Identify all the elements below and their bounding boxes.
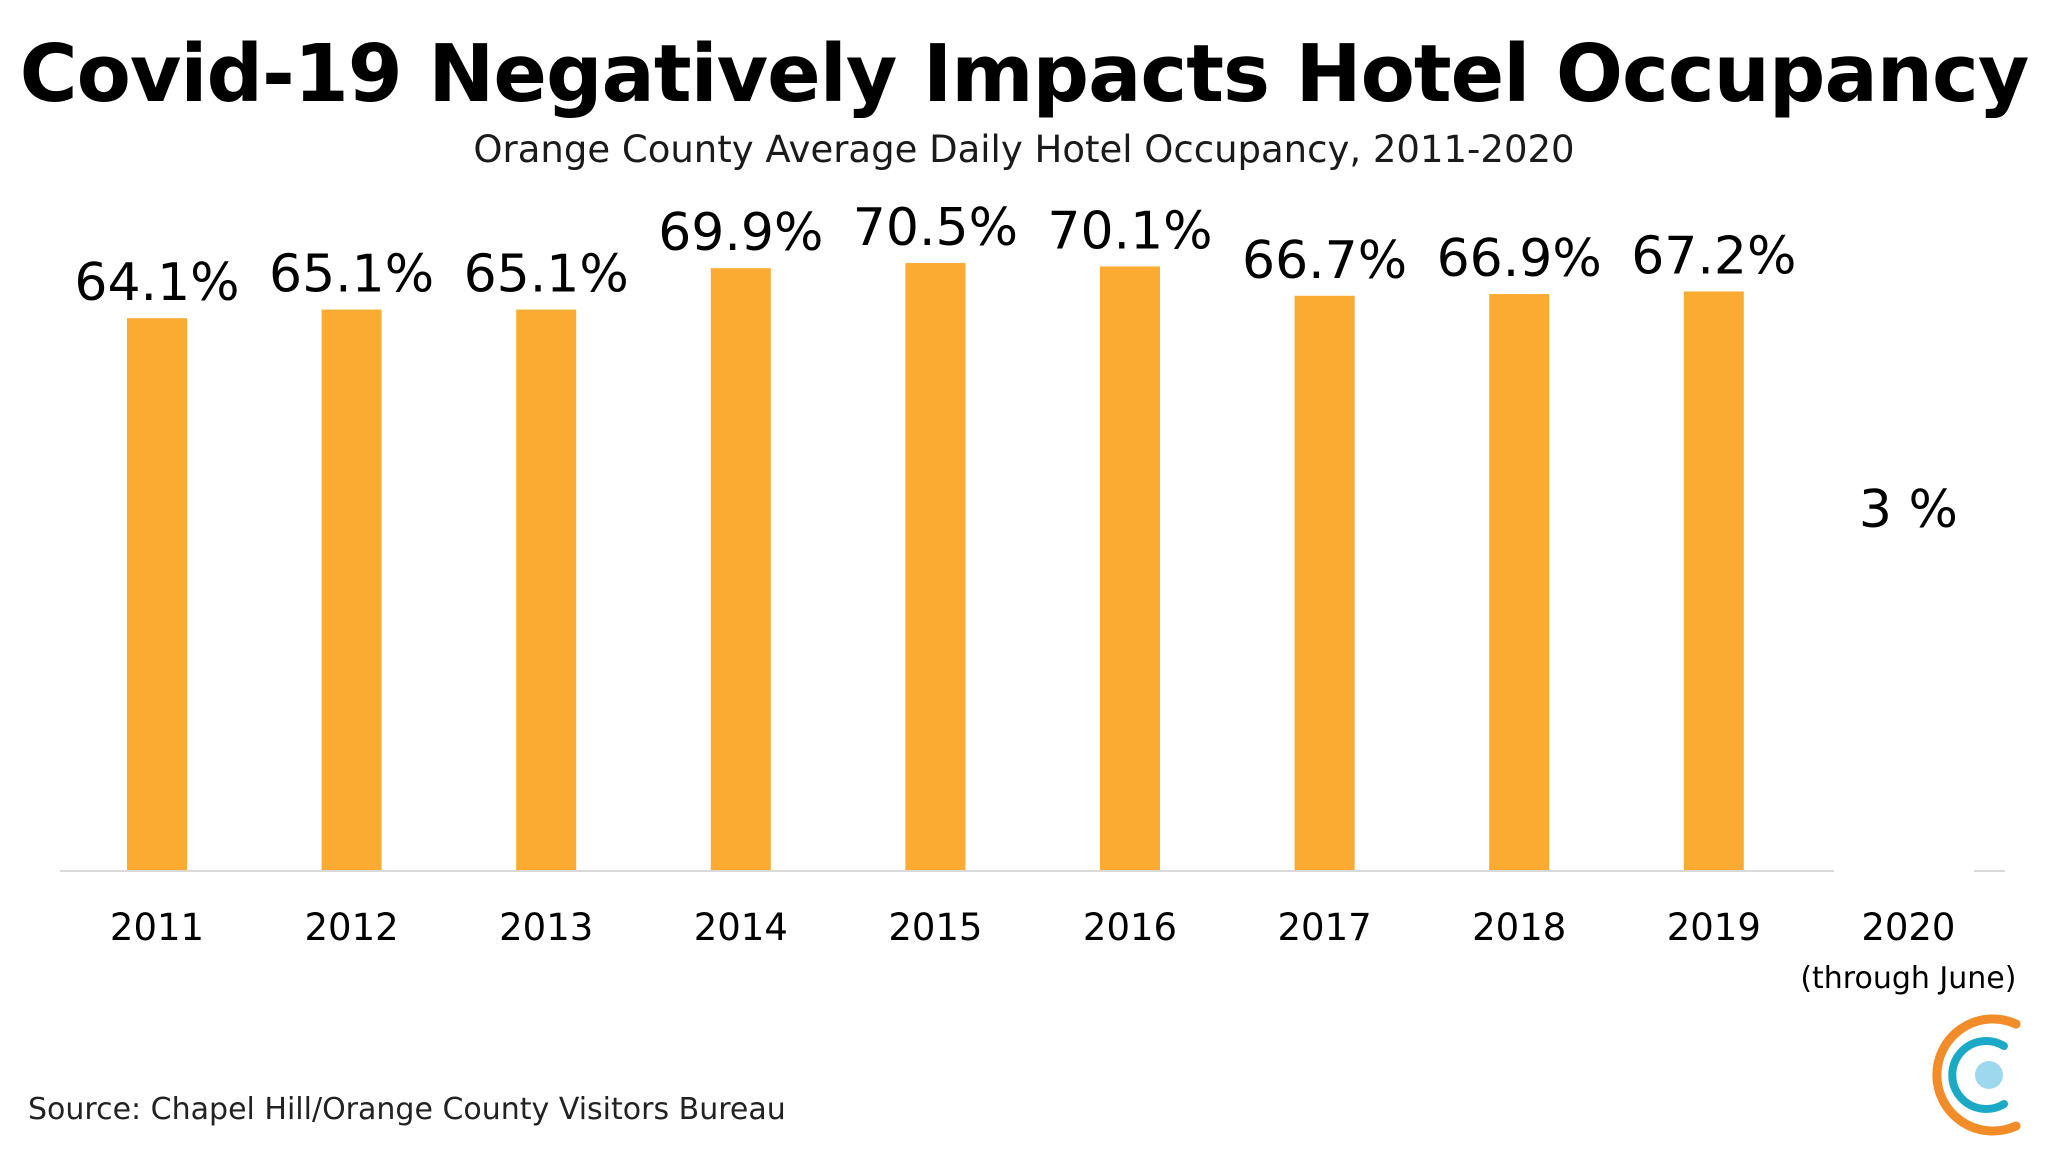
bar-2019 bbox=[1683, 291, 1744, 871]
x-tick-label-2019: 2019 bbox=[1667, 906, 1761, 949]
bar-2016 bbox=[1100, 266, 1160, 871]
data-label-2015: 70.5% bbox=[853, 198, 1018, 258]
data-label-2013: 65.1% bbox=[464, 245, 629, 305]
bar-2017 bbox=[1294, 295, 1355, 872]
bar-2011 bbox=[127, 318, 187, 871]
labels-layer: 64.1% 2011 65.1% 2012 65.1% 2013 69.9% 2014 70.5… bbox=[74, 198, 2016, 996]
chart-title: Covid-19 Negatively Impacts Hotel Occupa… bbox=[19, 28, 2030, 120]
occluding-panel bbox=[1834, 470, 1974, 882]
community-c-logo-icon bbox=[1932, 1014, 2021, 1136]
bar-2015 bbox=[905, 263, 966, 871]
x-tick-label-2014: 2014 bbox=[694, 906, 788, 949]
source-note: Source: Chapel Hill/Orange County Visito… bbox=[28, 1092, 786, 1127]
x-tick-label-2011: 2011 bbox=[110, 906, 204, 949]
data-label-2018: 66.9% bbox=[1437, 229, 1602, 289]
data-label-2019: 67.2% bbox=[1631, 226, 1796, 286]
x-tick-label-2020: 2020 bbox=[1861, 906, 1955, 949]
data-label-2012: 65.1% bbox=[269, 245, 434, 305]
x-tick-note-2020: (through June) bbox=[1800, 961, 2016, 996]
data-label-2014: 69.9% bbox=[658, 203, 823, 263]
data-label-2016: 70.1% bbox=[1047, 201, 1212, 261]
bar-2018 bbox=[1489, 294, 1550, 871]
data-label-2020: 3 % bbox=[1859, 480, 1958, 540]
bar-2013 bbox=[516, 309, 577, 872]
x-tick-label-2012: 2012 bbox=[305, 906, 399, 949]
bar-2014 bbox=[710, 268, 771, 872]
data-label-2017: 66.7% bbox=[1242, 231, 1407, 291]
data-label-2011: 64.1% bbox=[74, 253, 239, 313]
bar-2012 bbox=[321, 309, 382, 872]
x-tick-label-2017: 2017 bbox=[1278, 906, 1372, 949]
x-tick-label-2013: 2013 bbox=[499, 906, 593, 949]
chart-subtitle: Orange County Average Daily Hotel Occupa… bbox=[473, 128, 1575, 171]
x-tick-label-2016: 2016 bbox=[1083, 906, 1177, 949]
x-tick-label-2015: 2015 bbox=[888, 906, 982, 949]
x-tick-label-2018: 2018 bbox=[1472, 906, 1566, 949]
bars-layer bbox=[127, 263, 1744, 872]
